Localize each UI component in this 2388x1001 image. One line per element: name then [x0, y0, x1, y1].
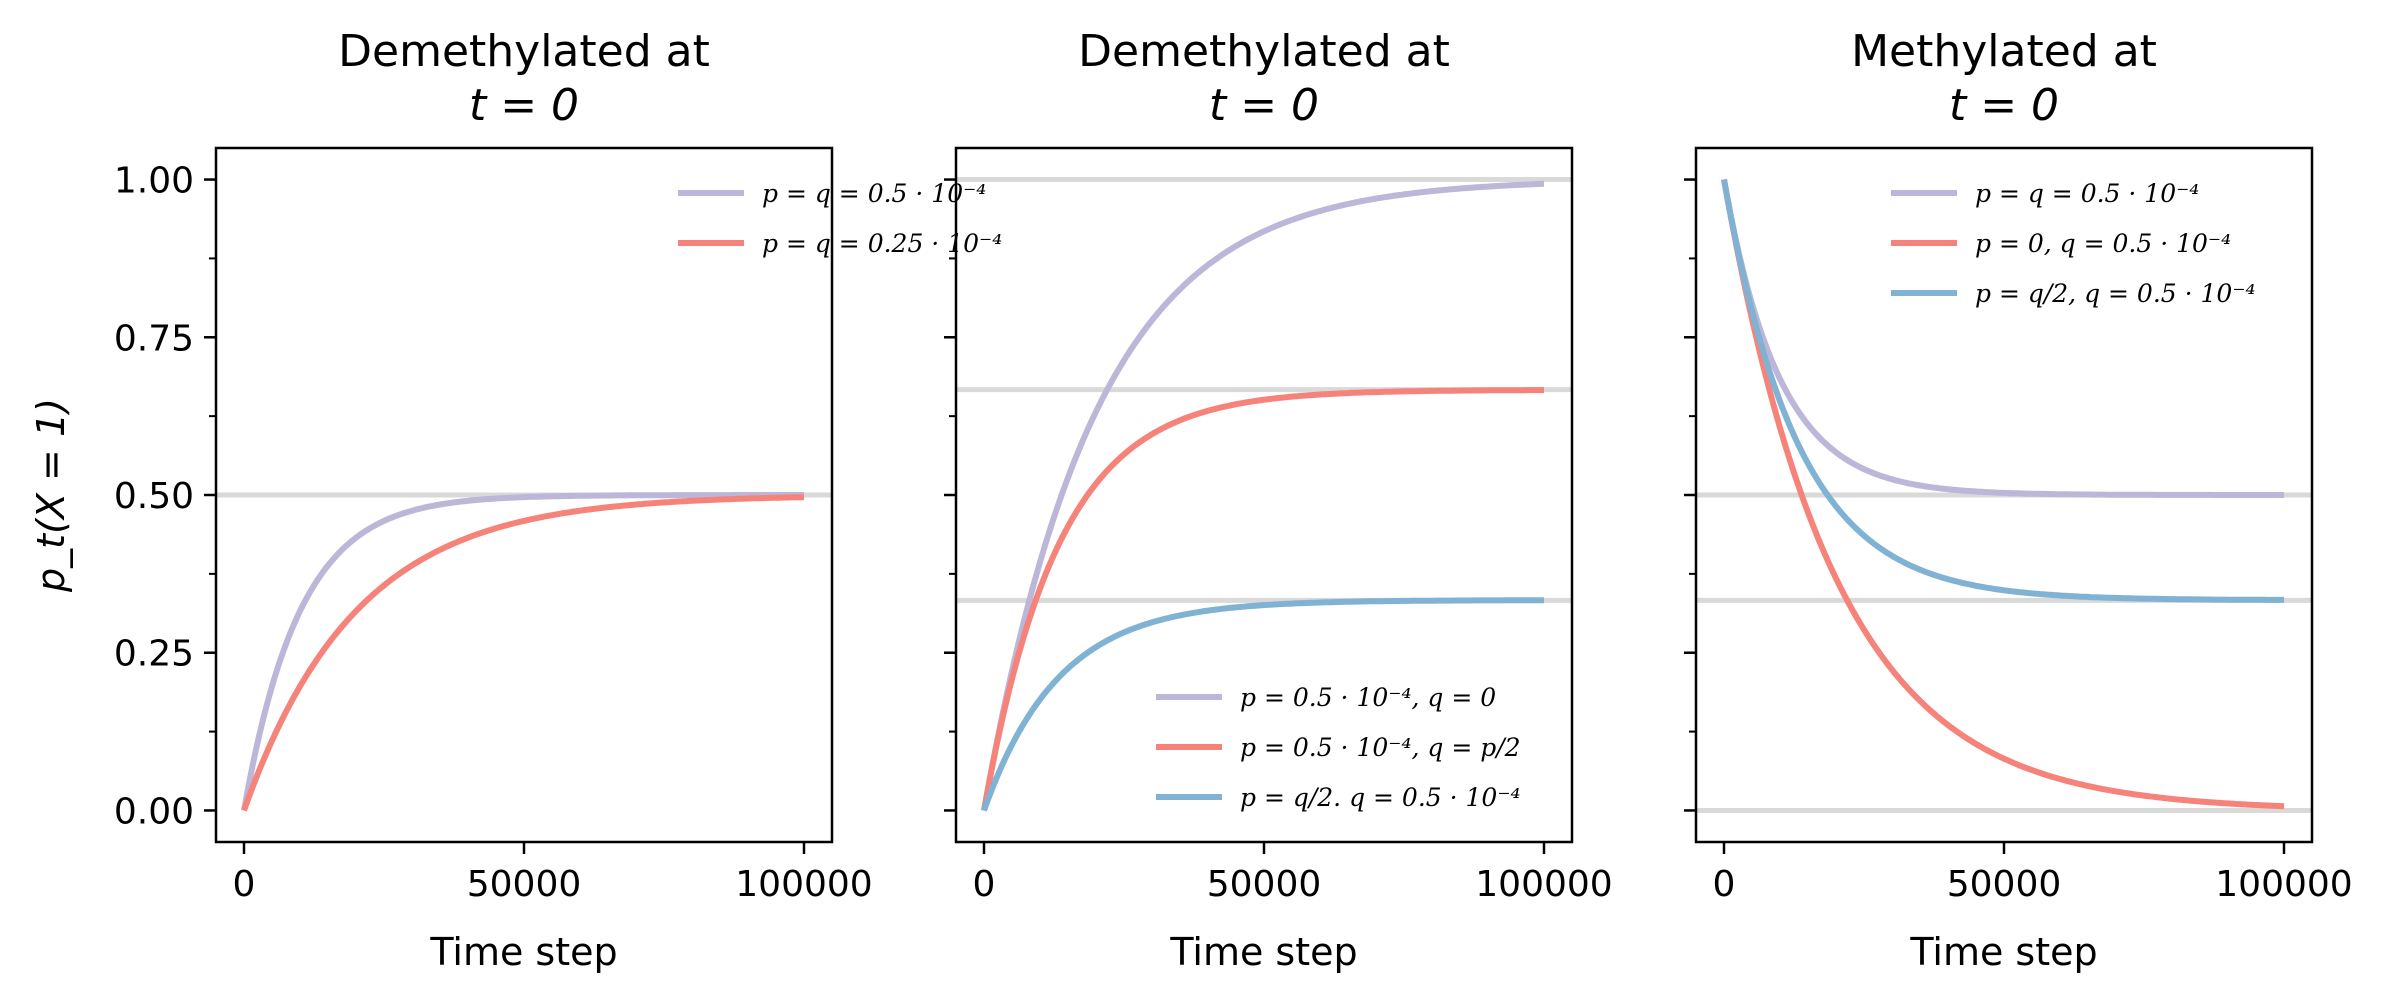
legend-label: p = q = 0.25 · 10⁻⁴ — [762, 229, 1002, 258]
series-line-1 — [1721, 178, 2285, 498]
series-line-3 — [981, 597, 1545, 812]
y-tick-label: 0.25 — [114, 634, 194, 675]
legend-label: p = q/2. q = 0.5 · 10⁻⁴ — [1240, 783, 1521, 812]
legend-label: p = q/2, q = 0.5 · 10⁻⁴ — [1975, 279, 2256, 308]
chart-title-line-2: t = 0 — [469, 80, 579, 131]
y-axis-label: p_t(X = 1) — [29, 398, 73, 593]
series-line-3 — [1721, 178, 2285, 603]
legend-label: p = q = 0.5 · 10⁻⁴ — [762, 179, 986, 208]
y-tick-label: 0.75 — [114, 318, 194, 359]
x-axis-label: Time step — [429, 930, 617, 974]
x-tick-label: 100000 — [2215, 864, 2352, 905]
legend: p = q = 0.5 · 10⁻⁴ p = 0, q = 0.5 · 10⁻⁴ p… — [1891, 179, 2256, 308]
x-tick-label: 0 — [973, 864, 996, 905]
x-tick-label: 0 — [1713, 864, 1736, 905]
series-line-2 — [981, 387, 1545, 812]
x-tick-label: 50000 — [1207, 864, 1322, 905]
series-line-1 — [241, 492, 805, 812]
chart-panel-1: Demethylated att = 0 0 50000 100000 0.00 0.25… — [29, 26, 1002, 974]
legend-label: p = q = 0.5 · 10⁻⁴ — [1975, 179, 2199, 208]
legend-label: p = 0, q = 0.5 · 10⁻⁴ — [1975, 229, 2231, 258]
x-tick-label: 0 — [233, 864, 256, 905]
x-axis-label: Time step — [1169, 930, 1357, 974]
x-axis-label: Time step — [1909, 930, 2097, 974]
legend: p = 0.5 · 10⁻⁴, q = 0 p = 0.5 · 10⁻⁴, q =… — [1156, 683, 1521, 812]
series-line-2 — [1721, 178, 2285, 810]
x-tick-label: 100000 — [1475, 864, 1612, 905]
legend: p = q = 0.5 · 10⁻⁴ p = q = 0.25 · 10⁻⁴ — [678, 179, 1002, 258]
legend-label: p = 0.5 · 10⁻⁴, q = p/2 — [1240, 733, 1521, 762]
chart-title-line-1: Demethylated at — [1078, 26, 1450, 77]
chart-title-line-1: Methylated at — [1851, 26, 2157, 77]
series-line-2 — [241, 494, 805, 812]
chart-panel-2: Demethylated att = 0 0 50000 100000 Time ste… — [944, 26, 1613, 974]
chart-title-line-2: t = 0 — [1949, 80, 2059, 131]
y-tick-label: 0.00 — [114, 791, 194, 832]
series-line-1 — [981, 180, 1545, 812]
x-tick-label: 50000 — [1947, 864, 2062, 905]
chart-title-line-1: Demethylated at — [338, 26, 710, 77]
y-tick-label: 0.50 — [114, 476, 194, 517]
x-tick-label: 50000 — [467, 864, 582, 905]
chart-title-line-2: t = 0 — [1209, 80, 1319, 131]
y-tick-label: 1.00 — [114, 161, 194, 202]
chart-panel-3: Methylated att = 0 0 50000 100000 Time step p… — [1684, 26, 2353, 974]
x-tick-label: 100000 — [735, 864, 872, 905]
legend-label: p = 0.5 · 10⁻⁴, q = 0 — [1240, 683, 1496, 712]
